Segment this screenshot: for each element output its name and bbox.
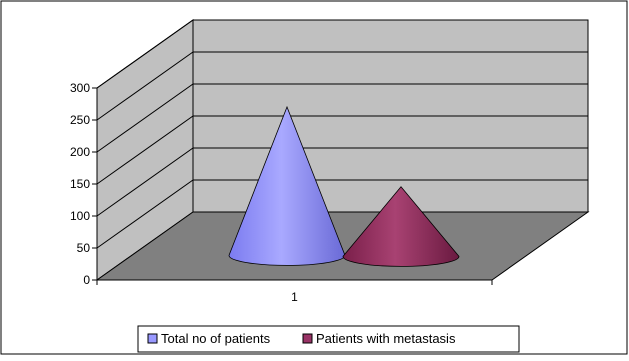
series-marks	[228, 105, 460, 267]
legend-label: Total no of patients	[161, 331, 271, 346]
y-tick-label: 0	[83, 273, 90, 287]
y-tick-label: 100	[70, 209, 90, 223]
cone-body	[228, 105, 346, 266]
plot-area	[95, 19, 590, 281]
gridline	[96, 115, 588, 185]
gridline	[96, 147, 588, 217]
gridline	[96, 51, 588, 121]
legend-box	[137, 325, 520, 353]
gridline	[96, 19, 588, 89]
y-tick-label: 50	[77, 241, 91, 255]
legend-swatch	[147, 333, 158, 344]
y-tick-label: 200	[70, 145, 90, 159]
gridline	[96, 179, 588, 249]
x-tick-label: 1	[291, 290, 298, 304]
axes: 0 50 100 150 200 250 300 1	[70, 81, 493, 304]
gridline	[96, 83, 588, 153]
cone-total-patients	[228, 105, 346, 266]
y-tick-label: 150	[70, 177, 90, 191]
legend-label: Patients with metastasis	[316, 331, 456, 346]
legend-swatch	[302, 333, 313, 344]
legend: Total no of patients Patients with metast…	[137, 325, 520, 353]
cone-metastasis	[342, 186, 460, 267]
y-tick-label: 300	[70, 81, 90, 95]
cone-body	[342, 186, 460, 267]
gridlines	[96, 19, 588, 249]
y-tick-label: 250	[70, 113, 90, 127]
